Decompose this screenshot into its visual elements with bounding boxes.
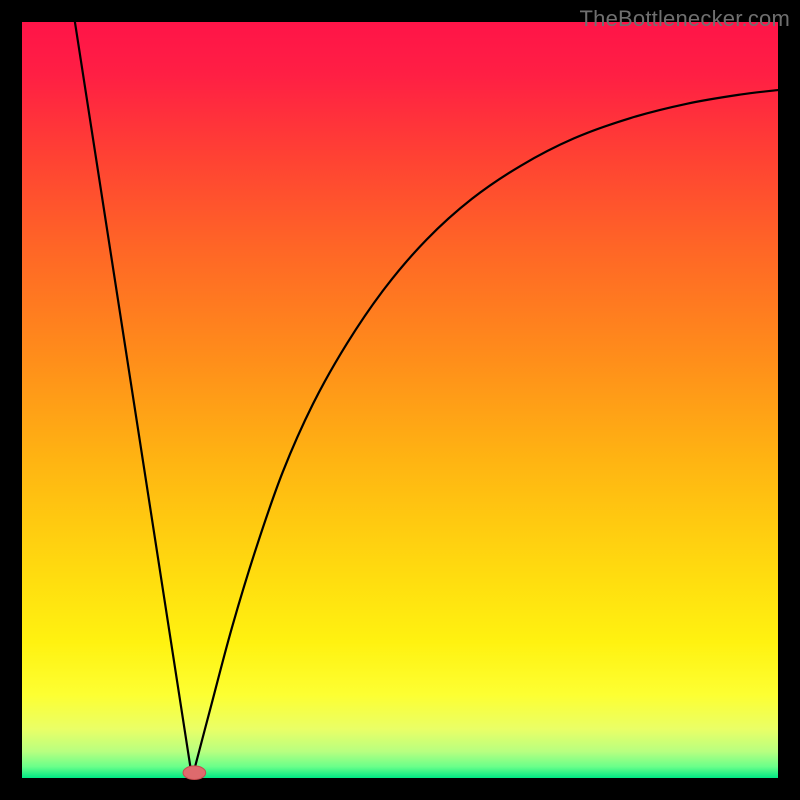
chart-background: [22, 22, 778, 778]
watermark-text: TheBottlenecker.com: [580, 6, 790, 32]
chart-frame: TheBottlenecker.com: [0, 0, 800, 800]
bottleneck-chart: [0, 0, 800, 800]
optimal-marker: [183, 766, 206, 780]
